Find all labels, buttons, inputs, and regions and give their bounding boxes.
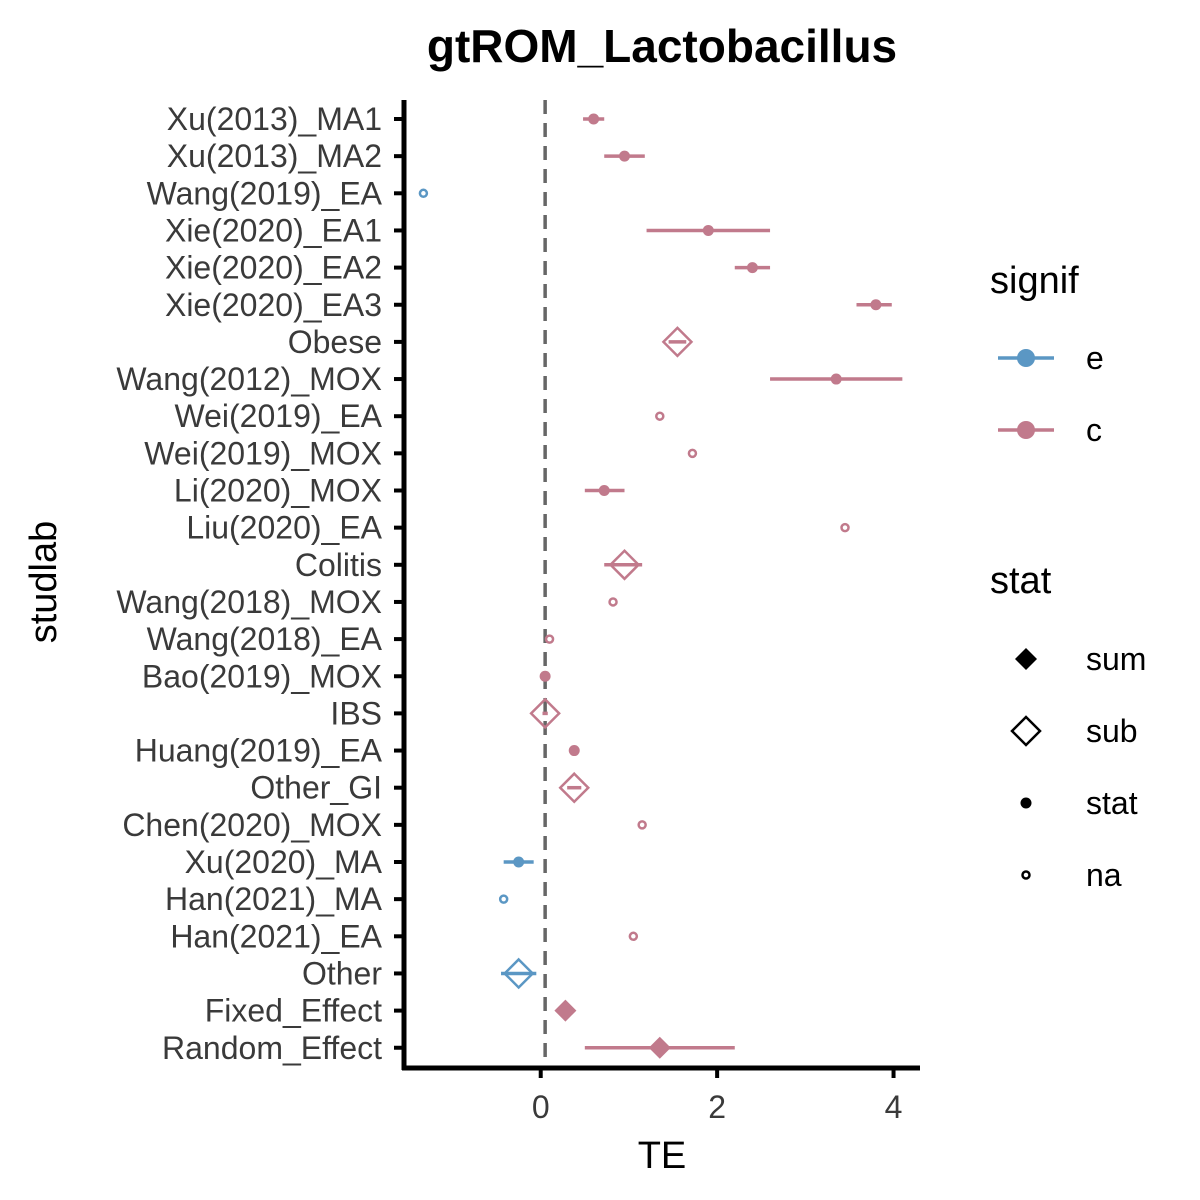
y-tick-label: Chen(2020)_MOX	[122, 807, 382, 843]
point-estimate	[598, 485, 610, 496]
y-tick-label: Wang(2019)_EA	[147, 175, 383, 211]
point-estimate	[539, 670, 551, 682]
plot-area	[401, 100, 920, 1071]
legend-label: sub	[1086, 713, 1138, 749]
subgroup-diamond	[529, 697, 561, 730]
y-tick-label: Xu(2013)_MA2	[167, 138, 382, 174]
subgroup-diamond	[661, 326, 694, 358]
y-tick-label: Wang(2018)_EA	[147, 621, 383, 657]
x-axis-tick-labels: 0 2 4	[532, 1068, 903, 1125]
y-tick-label: Xie(2020)_EA2	[165, 250, 382, 286]
subgroup-diamond	[608, 549, 641, 581]
y-tick-label: Wei(2019)_MOX	[144, 435, 382, 471]
point-estimate	[513, 856, 525, 868]
summary-diamond	[648, 1036, 671, 1059]
x-axis-title: TE	[638, 1135, 687, 1177]
legend-label: na	[1086, 857, 1122, 893]
y-tick-label: Xie(2020)_EA3	[165, 287, 382, 323]
x-tick-label: 0	[532, 1089, 550, 1125]
y-tick-label: Wang(2018)_MOX	[116, 584, 382, 620]
legend-key-point	[1017, 349, 1035, 367]
legend-label: e	[1086, 340, 1104, 376]
summary-diamond	[554, 999, 577, 1022]
chart-title: gtROM_Lactobacillus	[427, 20, 897, 72]
point-estimate	[619, 150, 631, 162]
point-estimate	[870, 299, 882, 311]
y-tick-label: Huang(2019)_EA	[135, 733, 383, 769]
y-tick-label: Xu(2020)_MA	[185, 844, 383, 880]
legend-stat-title: stat	[990, 560, 1052, 602]
x-tick-label: 2	[708, 1089, 726, 1125]
y-tick-label: Bao(2019)_MOX	[142, 658, 382, 694]
y-tick-label: Xu(2013)_MA1	[167, 101, 382, 137]
y-tick-label: Wei(2019)_EA	[174, 398, 382, 434]
y-axis-title: studlab	[23, 521, 65, 644]
legend-key-sub	[1010, 715, 1042, 747]
point-estimate	[568, 745, 580, 757]
y-tick-label: Li(2020)_MOX	[174, 473, 382, 509]
point-estimate	[746, 262, 758, 274]
point-estimate	[588, 113, 600, 125]
y-tick-label: Other_GI	[250, 770, 382, 806]
subgroup-diamond	[502, 957, 535, 990]
point-estimate-na	[498, 894, 509, 904]
legend-signif-title: signif	[990, 260, 1079, 302]
point-estimate-na	[544, 634, 555, 644]
subgroup-diamond	[558, 771, 591, 804]
y-tick-label: Fixed_Effect	[205, 993, 382, 1029]
legend-key-sum	[1015, 648, 1037, 670]
point-estimate-na	[637, 820, 647, 830]
y-tick-label: Xie(2020)_EA1	[165, 212, 382, 248]
y-axis-tick-labels: Xu(2013)_MA1Xu(2013)_MA2Wang(2019)_EAXie…	[116, 101, 404, 1066]
point-estimate-na	[418, 188, 429, 199]
y-tick-label: Liu(2020)_EA	[186, 510, 382, 546]
legend-signif: signif ec	[990, 260, 1104, 448]
legend-label: c	[1086, 412, 1102, 448]
y-tick-label: Han(2021)_MA	[165, 881, 383, 917]
point-estimate-na	[687, 448, 698, 459]
point-estimate-na	[608, 597, 618, 607]
point-estimate	[830, 373, 842, 385]
point-estimate-na	[655, 411, 665, 421]
point-estimate	[702, 224, 714, 236]
legend-key-na	[1021, 870, 1031, 880]
y-tick-label: Colitis	[295, 547, 382, 583]
point-estimate-na	[628, 931, 639, 942]
legend-label: stat	[1086, 785, 1138, 821]
legend-stat: stat sum sub stat na	[990, 560, 1146, 893]
point-estimate-na	[840, 522, 850, 533]
legend-label: sum	[1086, 641, 1146, 677]
y-tick-label: IBS	[330, 695, 382, 731]
y-tick-label: Wang(2012)_MOX	[116, 361, 382, 397]
legend-key-stat	[1020, 797, 1032, 809]
y-tick-label: Other	[302, 955, 382, 991]
y-tick-label: Han(2021)_EA	[170, 918, 382, 954]
y-tick-label: Random_Effect	[162, 1030, 382, 1066]
legend-key-point	[1017, 421, 1035, 439]
y-tick-label: Obese	[288, 324, 382, 360]
x-tick-label: 4	[885, 1089, 903, 1125]
